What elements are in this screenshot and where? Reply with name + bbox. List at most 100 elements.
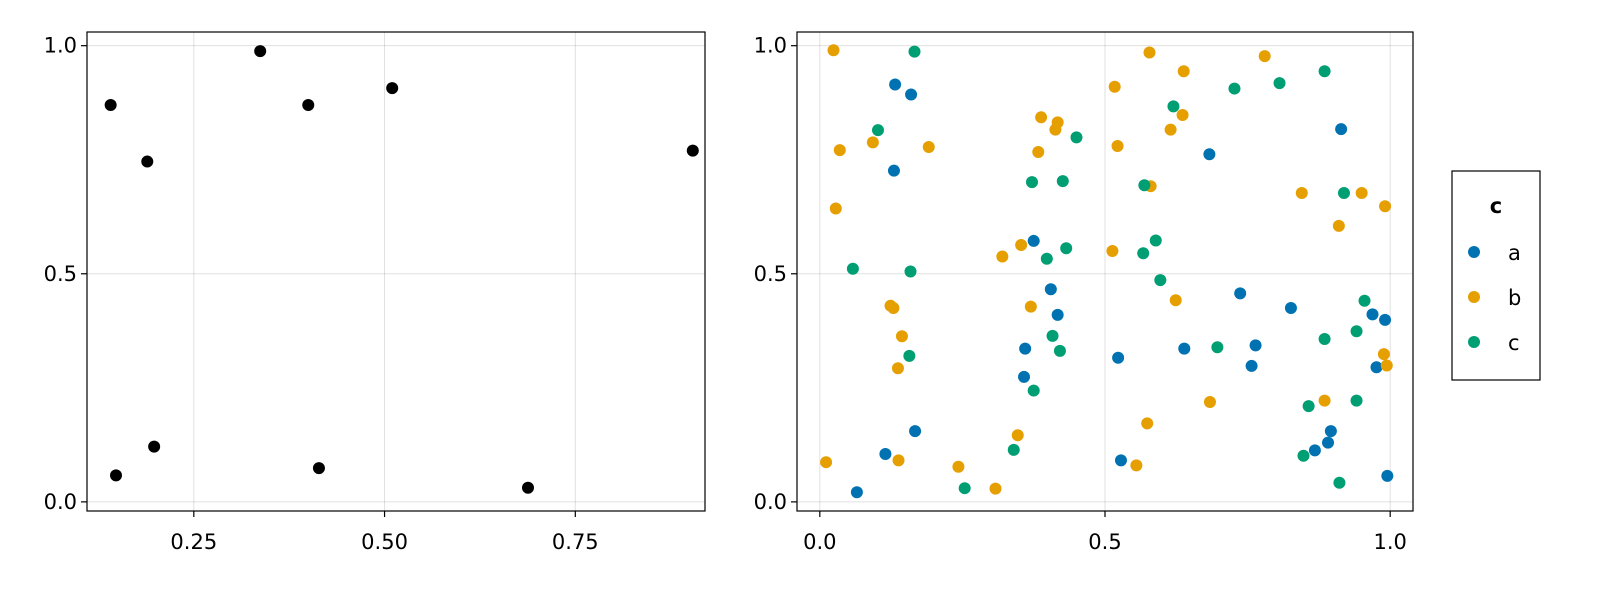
right-series-b-point (1111, 140, 1124, 153)
legend-title: c (1490, 194, 1502, 218)
right-series-b-point (1130, 459, 1143, 472)
left-series-point (521, 481, 534, 494)
right-x-tick-label: 0.5 (1088, 530, 1121, 554)
right-series-b-point (1177, 65, 1190, 78)
right-series-c-point (1138, 179, 1151, 192)
right-series-a-point (879, 447, 892, 460)
legend-label-b: b (1508, 286, 1521, 310)
right-series-c-point (1318, 333, 1331, 346)
right-series-a-point (1044, 283, 1057, 296)
left-x-tick-label: 0.75 (552, 530, 599, 554)
legend-label-a: a (1508, 241, 1521, 265)
right-series-b-point (1332, 219, 1345, 232)
right-series-a-point (1112, 351, 1125, 364)
right-series-b-point (1380, 359, 1393, 372)
left-x-tick-label: 0.25 (170, 530, 217, 554)
right-series-b-point (1379, 200, 1392, 213)
right-series-a-point (1018, 370, 1031, 383)
left-ticks: 0.25 0.50 0.75 0.0 0.5 1.0 (44, 34, 599, 554)
left-y-tick-label: 0.0 (44, 490, 77, 514)
right-series-a-point (1114, 454, 1127, 467)
right-series-b-point (1011, 429, 1024, 442)
right-series-b-point (1051, 116, 1064, 129)
right-series-c-point (1027, 384, 1040, 397)
right-series-c-point (1149, 234, 1162, 247)
left-scatter-panel: 0.25 0.50 0.75 0.0 0.5 1.0 (44, 31, 706, 554)
right-series-c-point (1046, 329, 1059, 342)
right-series-b-point (1024, 300, 1037, 313)
right-series-c-point (1297, 449, 1310, 462)
right-scatter-panel: 0.0 0.5 1.0 0.0 0.5 1.0 (754, 31, 1414, 554)
legend-entries: abc (1468, 241, 1521, 355)
right-series-c-point (1053, 344, 1066, 357)
right-series-c-point (1070, 131, 1083, 144)
right-y-tick-label: 0.5 (754, 262, 787, 286)
left-grid (87, 32, 705, 511)
right-series-b-point (996, 250, 1009, 263)
legend-marker-b (1468, 291, 1480, 303)
left-x-tick-label: 0.50 (361, 530, 408, 554)
left-y-tick-label: 0.5 (44, 262, 77, 286)
right-points (820, 44, 1394, 499)
right-series-b-point (989, 482, 1002, 495)
right-series-a-point (1322, 436, 1335, 449)
right-series-b-point (1377, 348, 1390, 361)
right-series-c-point (871, 124, 884, 137)
right-series-a-point (1308, 444, 1321, 457)
left-points (104, 45, 699, 494)
right-grid (797, 32, 1413, 511)
right-series-b-point (866, 136, 879, 149)
left-series-point (686, 144, 699, 157)
right-series-c-point (1350, 325, 1363, 338)
right-series-b-point (895, 330, 908, 343)
right-series-b-point (922, 140, 935, 153)
right-series-b-point (891, 362, 904, 375)
right-series-a-point (850, 486, 863, 499)
right-series-b-point (1355, 187, 1368, 200)
left-series-point (141, 155, 154, 168)
right-series-b-point (1169, 294, 1182, 307)
right-series-b-point (1318, 394, 1331, 407)
right-series-a-point (1370, 361, 1383, 374)
right-series-b-point (820, 456, 833, 469)
left-series-point (104, 98, 117, 111)
right-y-tick-label: 0.0 (754, 490, 787, 514)
legend: c abc (1451, 170, 1541, 381)
right-series-b-point (833, 144, 846, 157)
right-series-c-point (1337, 187, 1350, 200)
right-series-a-point (909, 425, 922, 438)
right-y-tick-label: 1.0 (754, 34, 787, 58)
right-series-b-point (1108, 80, 1121, 93)
left-series-point (254, 45, 267, 58)
right-series-a-point (1051, 308, 1064, 321)
right-series-a-point (1366, 308, 1379, 321)
right-series-b-point (1015, 239, 1028, 252)
right-series-c-point (1056, 175, 1069, 188)
right-series-c-point (904, 265, 917, 278)
right-series-b-point (1032, 145, 1045, 158)
right-series-a-point (1027, 234, 1040, 247)
right-series-b-point (952, 460, 965, 473)
right-series-a-point (1381, 469, 1394, 482)
right-series-b-point (887, 301, 900, 314)
right-series-a-point (1178, 342, 1191, 355)
right-series-a-point (1245, 359, 1258, 372)
right-series-a-point (1249, 339, 1262, 352)
left-series-point (386, 82, 399, 95)
right-series-c-point (1358, 294, 1371, 307)
right-series-c-point (903, 349, 916, 362)
legend-marker-c (1468, 336, 1480, 348)
right-series-c-point (958, 482, 971, 495)
left-series-point (148, 440, 161, 453)
left-y-tick-label: 1.0 (44, 34, 77, 58)
right-ticks: 0.0 0.5 1.0 0.0 0.5 1.0 (754, 34, 1407, 554)
right-series-b-point (1295, 187, 1308, 200)
right-series-a-point (1284, 301, 1297, 314)
right-series-b-point (1258, 50, 1271, 63)
right-series-c-point (1228, 82, 1241, 95)
right-series-a-point (889, 78, 902, 91)
right-series-c-point (1060, 242, 1073, 255)
right-series-b-point (1143, 46, 1156, 59)
right-series-c-point (1350, 394, 1363, 407)
